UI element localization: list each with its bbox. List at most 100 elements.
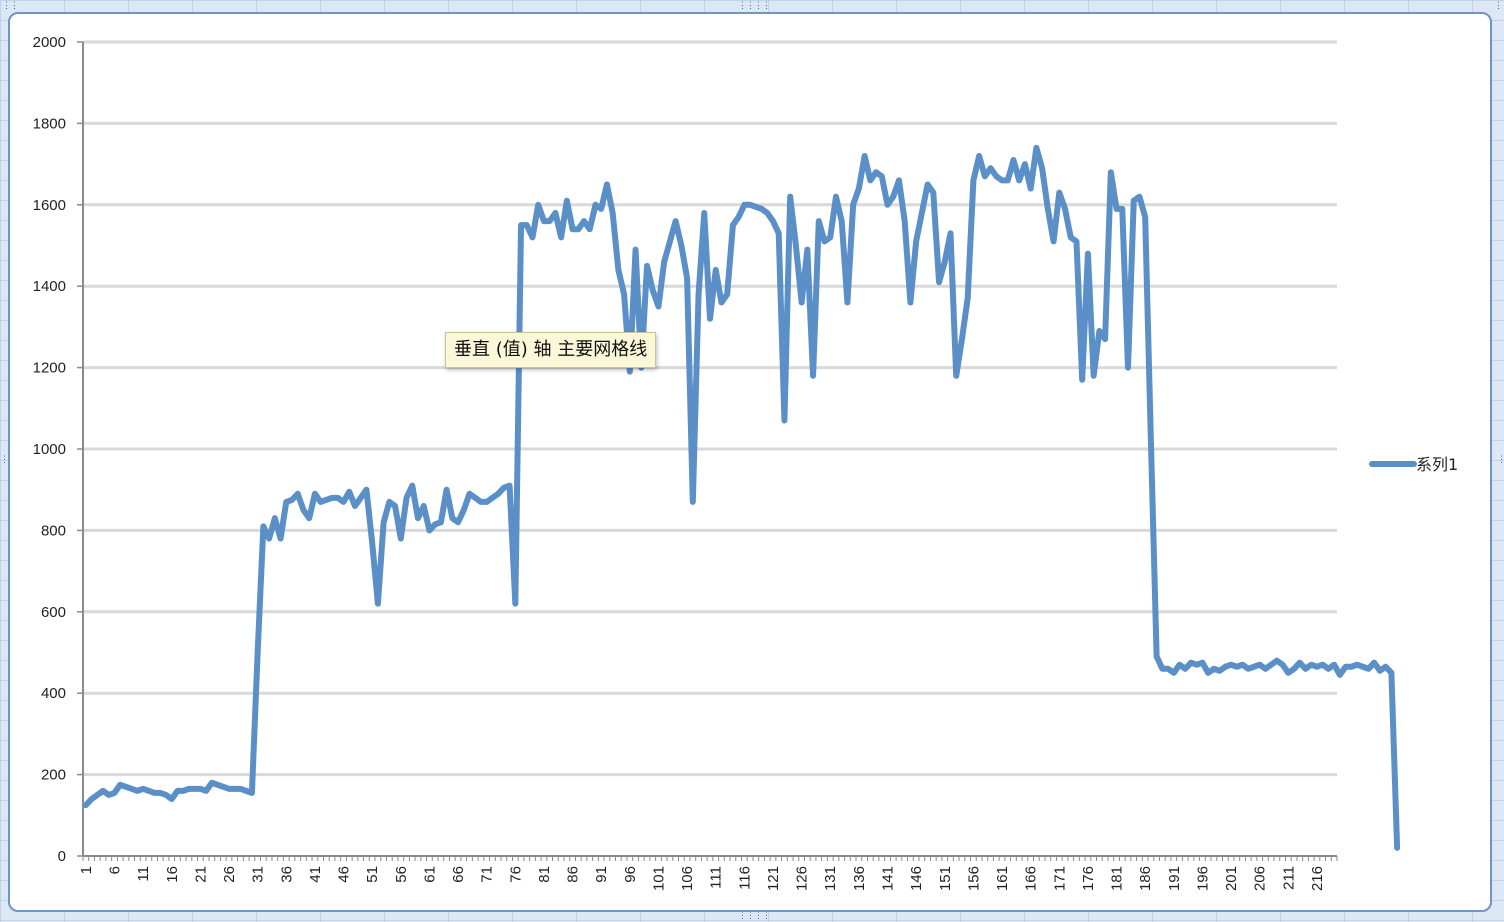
data-point-105 — [681, 245, 682, 246]
data-point-85 — [566, 200, 567, 201]
data-point-211 — [1288, 672, 1289, 673]
series-line-1 — [82, 144, 1401, 851]
data-point-115 — [738, 217, 739, 218]
resize-handle-left[interactable]: ⋮ — [0, 455, 9, 465]
x-tick-label-101: 101 — [650, 866, 667, 891]
x-tick-label-216: 216 — [1309, 866, 1326, 891]
data-point-223 — [1357, 664, 1358, 665]
data-point-208 — [1271, 664, 1272, 665]
data-point-53 — [383, 522, 384, 523]
data-point-79 — [532, 237, 533, 238]
data-point-189 — [1162, 668, 1163, 669]
data-point-142 — [893, 196, 894, 197]
data-point-14 — [160, 792, 161, 793]
data-point-67 — [463, 510, 464, 511]
x-tick-label-166: 166 — [1023, 866, 1040, 891]
data-point-9 — [131, 788, 132, 789]
x-tick-label-6: 6 — [106, 866, 123, 874]
data-point-39 — [303, 510, 304, 511]
data-point-44 — [332, 497, 333, 498]
x-tick-label-146: 146 — [908, 866, 925, 891]
data-point-221 — [1345, 666, 1346, 667]
resize-handle-bottom[interactable]: ⋮⋮⋮⋮ — [738, 911, 771, 921]
data-point-30 — [251, 792, 252, 793]
data-point-119 — [761, 208, 762, 209]
data-point-118 — [755, 206, 756, 207]
data-point-112 — [721, 302, 722, 303]
x-tick-label-41: 41 — [307, 866, 324, 883]
x-tick-label-186: 186 — [1137, 866, 1154, 891]
data-point-185 — [1139, 196, 1140, 197]
resize-handle-right[interactable]: ⋮ — [1497, 455, 1504, 465]
data-point-50 — [366, 489, 367, 490]
data-point-121 — [772, 221, 773, 222]
x-tick-label-11: 11 — [135, 866, 152, 882]
data-point-120 — [767, 212, 768, 213]
data-point-182 — [1122, 208, 1123, 209]
data-point-124 — [790, 196, 791, 197]
data-point-176 — [1087, 253, 1088, 254]
x-tick-label-126: 126 — [794, 866, 811, 891]
data-point-114 — [732, 225, 733, 226]
data-point-88 — [584, 221, 585, 222]
x-tick-label-51: 51 — [364, 866, 381, 883]
data-point-78 — [526, 225, 527, 226]
data-point-123 — [784, 420, 785, 421]
x-tick-label-16: 16 — [164, 866, 181, 883]
data-point-80 — [538, 204, 539, 205]
data-point-129 — [818, 221, 819, 222]
data-point-104 — [675, 221, 676, 222]
data-point-157 — [979, 155, 980, 156]
data-point-19 — [188, 788, 189, 789]
data-point-16 — [171, 799, 172, 800]
data-point-38 — [297, 493, 298, 494]
data-point-150 — [939, 282, 940, 283]
resize-handle-top-right[interactable]: ⋮⋮ — [1494, 1, 1504, 11]
resize-handle-top-left[interactable]: ⋮⋮ — [2, 1, 19, 11]
x-tick-label-56: 56 — [393, 866, 410, 883]
data-point-200 — [1225, 666, 1226, 667]
data-point-164 — [1019, 180, 1020, 181]
y-tick-label-200: 200 — [41, 767, 66, 784]
x-tick-label-136: 136 — [851, 866, 868, 891]
data-point-29 — [246, 790, 247, 791]
data-point-158 — [984, 176, 985, 177]
x-tick-label-21: 21 — [192, 866, 209, 883]
data-point-131 — [830, 237, 831, 238]
y-tick-label-1800: 1800 — [33, 115, 66, 132]
data-point-203 — [1242, 664, 1243, 665]
data-point-136 — [858, 188, 859, 189]
data-point-156 — [973, 180, 974, 181]
series-layer — [82, 144, 1401, 851]
data-point-17 — [177, 790, 178, 791]
legend-label-series-1: 系列1 — [1416, 455, 1458, 474]
data-point-127 — [807, 249, 808, 250]
y-tick-label-1200: 1200 — [33, 360, 66, 377]
data-point-106 — [687, 278, 688, 279]
data-point-199 — [1219, 670, 1220, 671]
data-point-26 — [229, 788, 230, 789]
data-point-227 — [1379, 670, 1380, 671]
data-point-190 — [1168, 668, 1169, 669]
data-point-140 — [881, 176, 882, 177]
data-point-138 — [870, 180, 871, 181]
data-point-8 — [125, 786, 126, 787]
y-tick-label-1600: 1600 — [33, 197, 66, 214]
data-point-71 — [486, 501, 487, 502]
data-point-3 — [97, 794, 98, 795]
resize-handle-top[interactable]: ⋮⋮⋮⋮ — [738, 1, 771, 11]
data-point-51 — [372, 542, 373, 543]
data-point-42 — [320, 501, 321, 502]
x-tick-label-201: 201 — [1223, 866, 1240, 891]
x-tick-label-171: 171 — [1051, 866, 1068, 891]
data-point-91 — [601, 208, 602, 209]
data-point-155 — [967, 298, 968, 299]
data-point-193 — [1185, 668, 1186, 669]
data-point-93 — [612, 212, 613, 213]
data-point-55 — [395, 505, 396, 506]
data-point-228 — [1385, 666, 1386, 667]
data-point-54 — [389, 501, 390, 502]
data-point-63 — [440, 522, 441, 523]
data-point-64 — [446, 489, 447, 490]
